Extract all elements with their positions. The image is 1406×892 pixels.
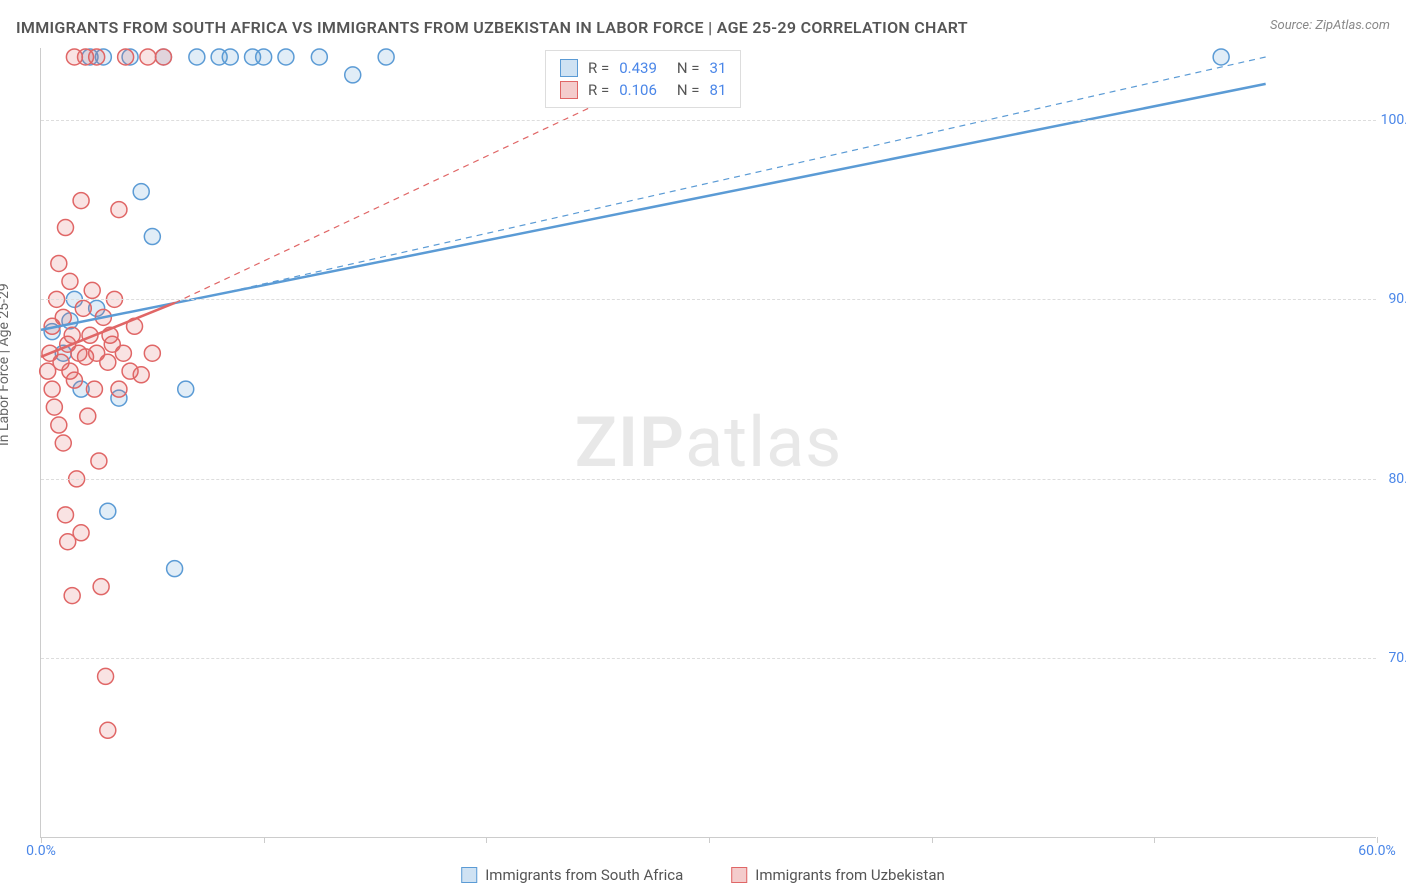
stat-r-label: R = — [588, 59, 609, 77]
gridline-h — [41, 299, 1376, 300]
source-attribution: Source: ZipAtlas.com — [1270, 18, 1390, 33]
stat-n-value: 31 — [710, 59, 727, 77]
legend-label-2: Immigrants from Uzbekistan — [755, 866, 945, 884]
x-tick-label: 60.0% — [1358, 843, 1396, 859]
x-tick-mark — [709, 837, 710, 843]
y-axis-label: In Labor Force | Age 25-29 — [0, 283, 12, 446]
correlation-stat-box: R = 0.439 N = 31 R = 0.106 N = 81 — [545, 50, 741, 108]
y-tick-label: 70.0% — [1376, 650, 1406, 666]
legend-bottom: Immigrants from South Africa Immigrants … — [461, 866, 945, 884]
legend-item-series2: Immigrants from Uzbekistan — [731, 866, 945, 884]
gridline-h — [41, 120, 1376, 121]
legend-label-1: Immigrants from South Africa — [485, 866, 683, 884]
stat-row: R = 0.439 N = 31 — [560, 59, 726, 77]
y-tick-label: 80.0% — [1376, 471, 1406, 487]
gridline-h — [41, 658, 1376, 659]
y-tick-label: 90.0% — [1376, 291, 1406, 307]
stat-n-value: 81 — [710, 81, 727, 99]
x-tick-mark — [486, 837, 487, 843]
stat-swatch — [560, 81, 578, 99]
x-tick-mark — [932, 837, 933, 843]
plot-area: ZIPatlas 70.0%80.0%90.0%100.0%0.0%60.0% — [40, 48, 1376, 838]
stat-swatch — [560, 59, 578, 77]
scatter-plot — [41, 48, 1376, 837]
stat-r-label: R = — [588, 81, 609, 99]
stat-r-value: 0.106 — [619, 81, 657, 99]
y-tick-label: 100.0% — [1376, 112, 1406, 128]
legend-swatch-2 — [731, 867, 747, 883]
x-tick-label: 0.0% — [26, 843, 56, 859]
x-tick-mark — [264, 837, 265, 843]
stat-row: R = 0.106 N = 81 — [560, 81, 726, 99]
stat-n-label: N = — [677, 59, 700, 77]
stat-n-label: N = — [677, 81, 700, 99]
chart-title: IMMIGRANTS FROM SOUTH AFRICA VS IMMIGRAN… — [16, 18, 968, 37]
x-tick-mark — [1154, 837, 1155, 843]
legend-swatch-1 — [461, 867, 477, 883]
stat-r-value: 0.439 — [619, 59, 657, 77]
gridline-h — [41, 479, 1376, 480]
legend-item-series1: Immigrants from South Africa — [461, 866, 683, 884]
